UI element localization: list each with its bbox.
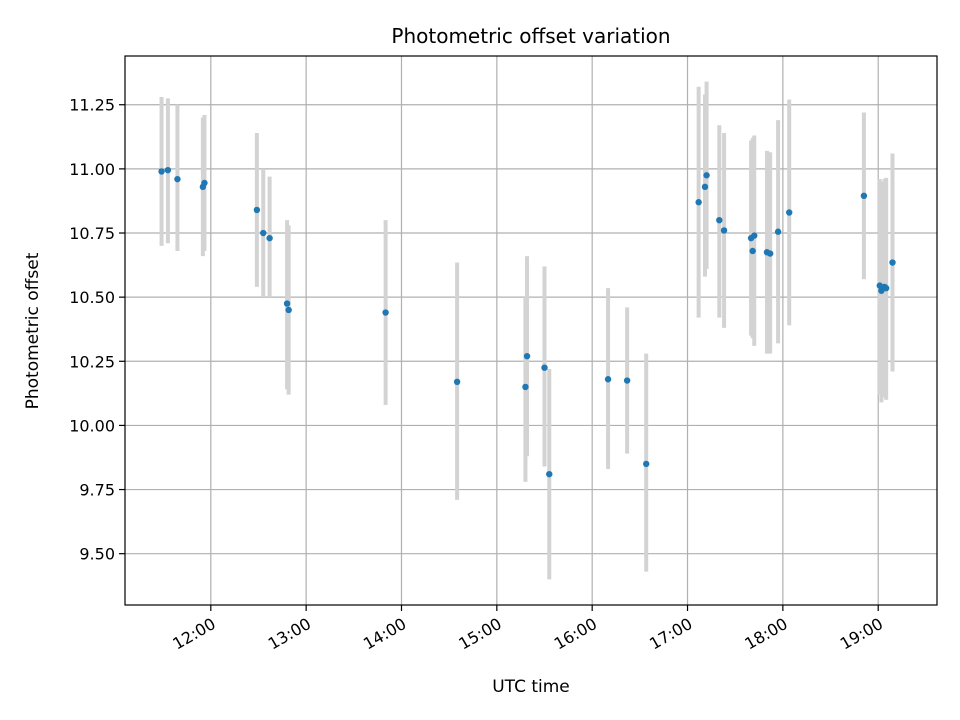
data-point <box>253 206 261 214</box>
data-point <box>882 284 890 292</box>
data-point <box>260 229 267 237</box>
y-tick-label: 11.00 <box>69 160 115 179</box>
data-point <box>720 227 728 234</box>
data-point <box>786 209 793 216</box>
y-axis-label: Photometric offset <box>23 252 43 409</box>
data-point <box>174 175 181 183</box>
data-point <box>703 172 710 179</box>
data-point <box>382 309 389 316</box>
data-point <box>453 378 461 386</box>
x-tick-label: 12:00 <box>169 614 218 654</box>
y-tick-label: 10.25 <box>69 352 115 371</box>
grid <box>125 56 937 605</box>
data-point <box>716 216 723 224</box>
data-point <box>701 183 709 191</box>
data-point <box>522 383 529 391</box>
data-point <box>541 364 548 371</box>
data-points <box>158 166 896 478</box>
data-point <box>695 199 702 206</box>
data-point <box>604 376 612 383</box>
data-point <box>749 247 756 255</box>
y-tick-label: 10.75 <box>69 224 115 243</box>
data-point <box>283 300 291 307</box>
x-tick-label: 15:00 <box>455 614 504 654</box>
x-tick-label: 17:00 <box>646 614 695 654</box>
x-tick-label: 14:00 <box>360 614 409 654</box>
data-point <box>158 168 165 175</box>
x-tick-label: 13:00 <box>265 614 314 654</box>
data-point <box>766 250 774 257</box>
data-point <box>643 460 650 468</box>
data-point <box>751 232 758 239</box>
y-tick-label: 9.50 <box>79 545 115 564</box>
data-point <box>266 234 273 242</box>
plot-frame <box>124 55 938 606</box>
x-axis-label: UTC time <box>492 677 570 697</box>
y-axis-ticks: 9.50 9.75 10.00 10.25 10.50 10.75 11.00 11.25 <box>69 96 125 564</box>
data-point <box>164 166 172 174</box>
y-tick-label: 9.75 <box>79 481 115 500</box>
x-tick-label: 18:00 <box>741 614 790 654</box>
data-point <box>285 306 292 314</box>
data-point <box>523 352 531 360</box>
data-point <box>774 228 782 235</box>
data-point <box>546 470 553 478</box>
y-tick-label: 10.00 <box>69 416 115 435</box>
x-tick-label: 16:00 <box>551 614 600 654</box>
x-axis-ticks: 12:00 13:00 14:00 15:00 16:00 17:00 18:00 19:00 <box>169 605 886 654</box>
y-tick-label: 10.50 <box>69 288 115 307</box>
data-point <box>860 192 868 200</box>
x-tick-label: 19:00 <box>837 614 886 654</box>
y-tick-label: 11.25 <box>69 96 115 115</box>
data-point <box>889 259 896 266</box>
data-point <box>201 179 208 187</box>
chart-title: Photometric offset variation <box>391 24 670 48</box>
data-point <box>623 377 631 384</box>
